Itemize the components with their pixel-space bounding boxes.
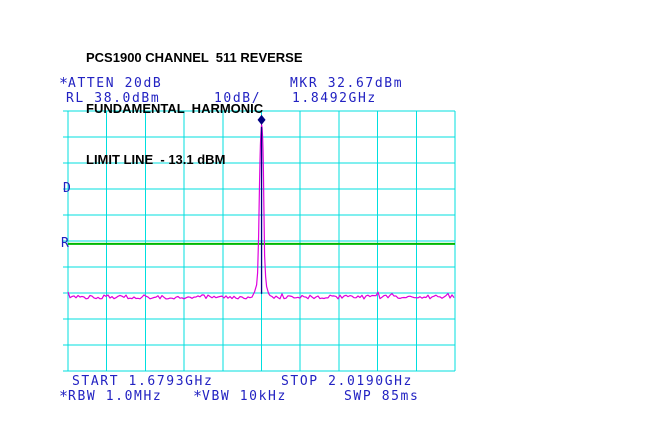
attenuation-readout: *ATTEN 20dB <box>59 74 163 92</box>
rbw-readout: *RBW 1.0MHz <box>59 387 163 405</box>
marker-frequency-readout: 1.8492GHz <box>292 91 377 106</box>
spectrum-trace <box>67 124 455 300</box>
scale-per-div-readout: 10dB/ <box>214 91 262 106</box>
uncoupled-star-icon: * <box>59 74 69 92</box>
reference-level-readout: RL 38.0dBm <box>66 91 161 106</box>
start-frequency-readout: START 1.6793GHz <box>72 374 214 389</box>
title-line-2: FUNDAMENTAL HARMONIC <box>86 101 264 116</box>
title-line-3: LIMIT LINE - 13.1 dBM <box>86 152 226 167</box>
vbw-value: VBW 10kHz <box>202 389 287 404</box>
stop-frequency-readout: STOP 2.0190GHz <box>281 374 413 389</box>
marker-amplitude-readout: MKR 32.67dBm <box>290 76 404 91</box>
attenuation-value: ATTEN 20dB <box>68 76 163 91</box>
vbw-readout: *VBW 10kHz <box>193 387 287 405</box>
reference-limit-label: R <box>61 236 71 251</box>
display-line-label: D <box>63 181 73 196</box>
measurement-title: PCS1900 CHANNEL 511 REVERSE FUNDAMENTAL … <box>86 15 303 202</box>
uncoupled-star-icon: * <box>193 387 203 405</box>
marker-diamond-icon <box>257 114 266 125</box>
rbw-value: RBW 1.0MHz <box>68 389 163 404</box>
sweep-time-readout: SWP 85ms <box>344 389 420 404</box>
title-line-1: PCS1900 CHANNEL 511 REVERSE <box>86 50 303 65</box>
uncoupled-star-icon: * <box>59 387 69 405</box>
